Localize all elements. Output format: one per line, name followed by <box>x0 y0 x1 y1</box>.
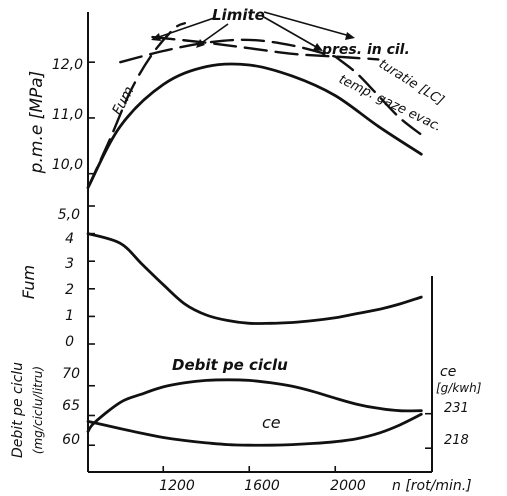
fum-ytick-label: 2 <box>65 282 74 298</box>
ce-axis-unit: [g/kwh] <box>436 381 482 395</box>
limite-arrowhead <box>345 32 355 40</box>
limite-arrowhead <box>313 43 323 51</box>
ce-ytick-label: 231 <box>444 401 469 416</box>
ce-ytick-label: 218 <box>444 433 469 448</box>
fum-series-0-line <box>86 232 423 325</box>
limite-arrow <box>199 23 229 45</box>
debit-series-1-line <box>86 412 423 447</box>
fum-ylabel: Fum <box>19 265 38 299</box>
limite-arrow <box>261 15 319 49</box>
limite-arrow <box>155 17 215 39</box>
pme-series-4-line <box>334 55 423 136</box>
xtick-label: 2000 <box>330 478 366 494</box>
pres-cil-label: pres. in cil. <box>321 42 410 58</box>
ce-curve-label: ce <box>262 413 281 432</box>
pme-ytick-label: 10,0 <box>52 157 83 173</box>
fum-ytick-label: 1 <box>65 308 74 324</box>
tick-marks <box>88 61 432 472</box>
debit-ylabel-unit: (mg/ciclu/litru) <box>31 366 45 454</box>
limite-arrowhead <box>196 39 205 48</box>
limite-arrowhead <box>151 33 161 41</box>
ce-axis-label: ce <box>440 364 456 380</box>
debit-curve-label: Debit pe ciclu <box>172 356 288 374</box>
xtick-label: 1200 <box>159 478 195 494</box>
fum-ytick-label: 3 <box>65 256 74 272</box>
limite-arrow <box>263 11 351 37</box>
fum-ytick-label: 5,0 <box>58 207 80 223</box>
pme-ytick-label: 12,0 <box>52 57 83 73</box>
debit-ylabel: Debit pe ciclu <box>10 362 26 458</box>
debit-series-0-line <box>86 378 423 433</box>
pme-ylabel: p.m.e [MPa] <box>27 71 47 175</box>
pme-series-0-line <box>86 62 423 189</box>
fum-ytick-label: 4 <box>65 231 74 247</box>
x-axis-label: n [rot/min.] <box>392 478 472 494</box>
pme-series-1-line <box>86 22 186 189</box>
pme-series-3-line <box>119 38 337 64</box>
fum-limit-label: Fum <box>109 84 137 118</box>
debit-ytick-label: 60 <box>62 432 80 448</box>
limite-annotation: Limite <box>212 6 265 24</box>
debit-ytick-label: 65 <box>62 398 80 414</box>
debit-ytick-label: 70 <box>62 366 80 382</box>
fum-ytick-label: 0 <box>65 334 74 350</box>
xtick-label: 1600 <box>244 478 280 494</box>
pme-ytick-label: 11,0 <box>52 107 83 123</box>
temp-gaze-label: temp. gaze evac. <box>336 72 444 135</box>
